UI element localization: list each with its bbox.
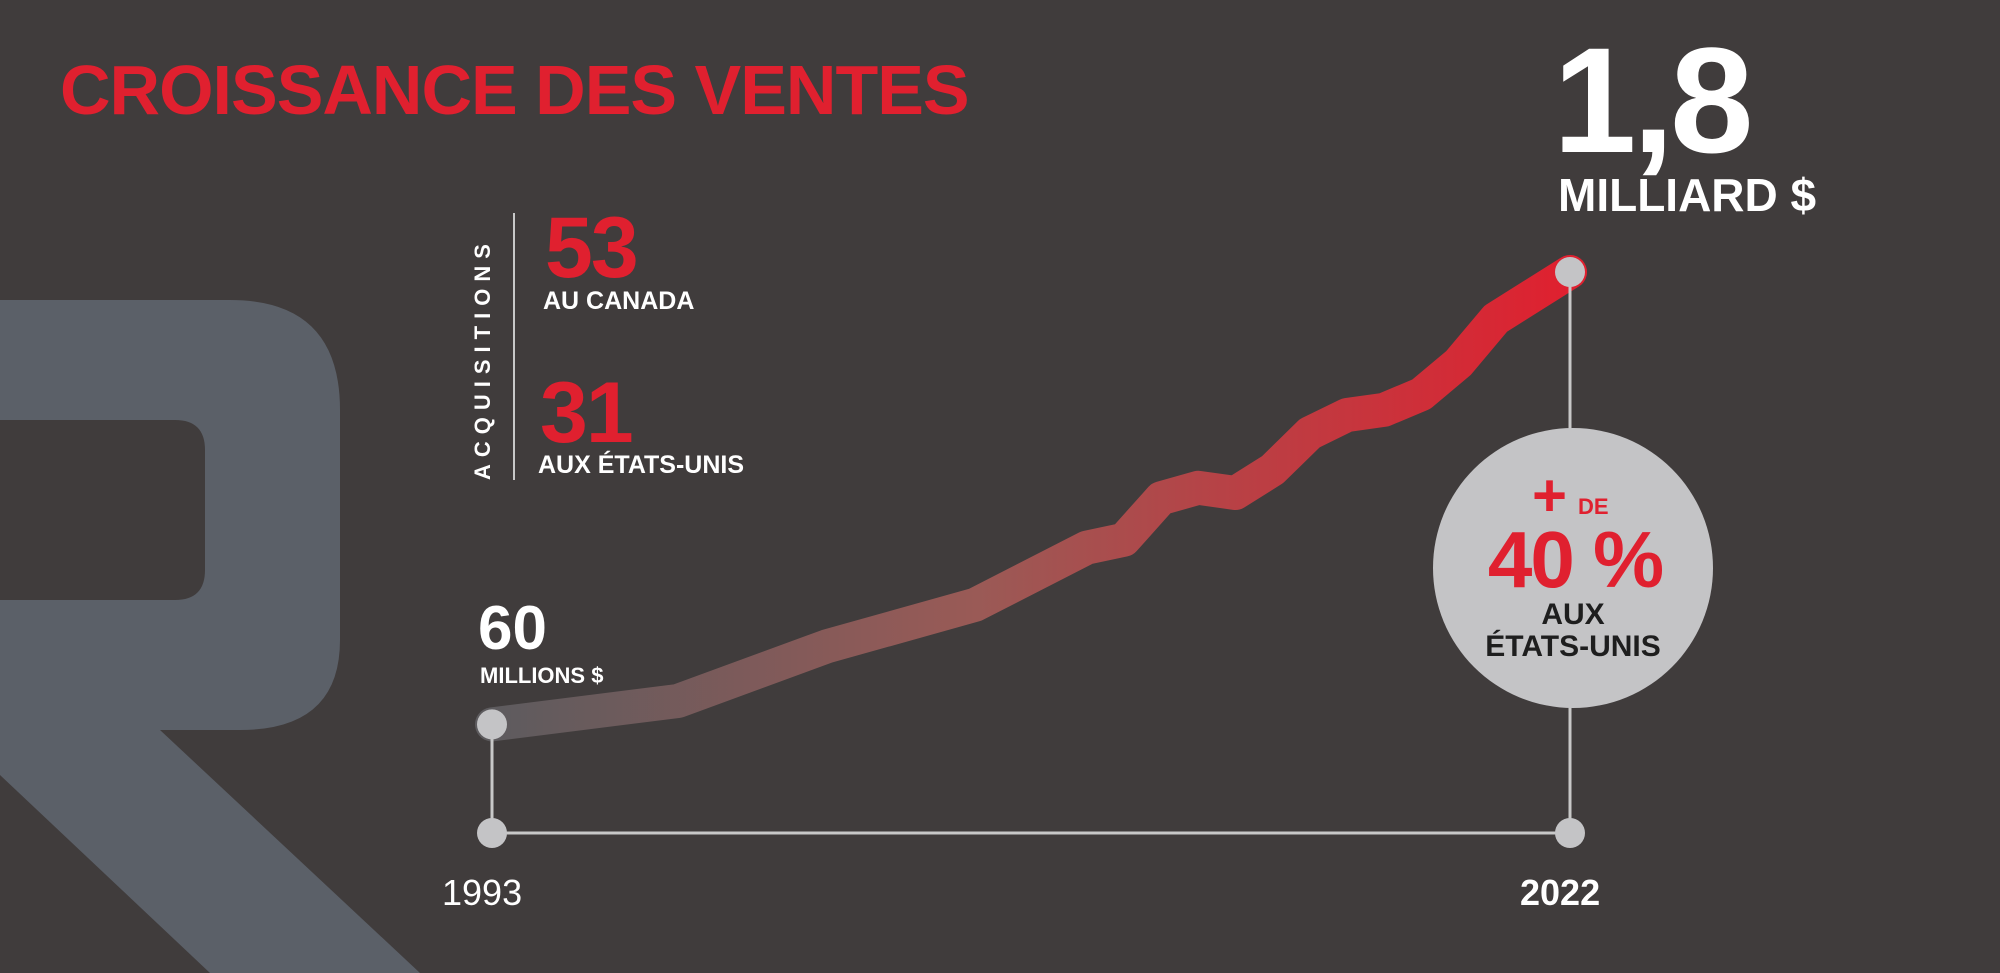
sales-growth-ribbon bbox=[475, 255, 1587, 742]
end-point-marker bbox=[1555, 257, 1585, 287]
data-marks bbox=[477, 257, 1585, 848]
us-share-line2: ÉTATS-UNIS bbox=[1485, 630, 1661, 663]
start-axis-marker bbox=[477, 818, 507, 848]
acquisitions-divider bbox=[513, 213, 515, 480]
end-axis-marker bbox=[1555, 818, 1585, 848]
us-share-percent: 40 % bbox=[1487, 515, 1664, 604]
end-sales-unit: MILLIARD $ bbox=[1558, 169, 1817, 221]
chart-title: CROISSANCE DES VENTES bbox=[60, 51, 970, 129]
us-share-plus: + bbox=[1532, 462, 1568, 529]
x-tick-end-year: 2022 bbox=[1520, 872, 1601, 913]
acquisitions-canada-count: 53 bbox=[545, 200, 639, 296]
us-share-line1: AUX bbox=[1541, 598, 1605, 631]
start-point-marker bbox=[477, 709, 507, 740]
start-sales-unit: MILLIONS $ bbox=[480, 663, 604, 688]
us-share-de: DE bbox=[1578, 494, 1609, 519]
r-logo-watermark bbox=[0, 300, 420, 973]
us-share-bubble bbox=[1433, 428, 1713, 708]
start-sales-value: 60 bbox=[478, 594, 547, 663]
sales-series-line bbox=[475, 255, 1587, 742]
end-sales-value: 1,8 bbox=[1553, 16, 1754, 184]
acquisitions-usa-label: AUX ÉTATS-UNIS bbox=[538, 451, 745, 479]
acquisitions-canada-label: AU CANADA bbox=[543, 287, 695, 315]
acquisitions-label: ACQUISITIONS bbox=[470, 237, 495, 480]
acquisitions-usa-count: 31 bbox=[540, 365, 634, 461]
x-tick-start-year: 1993 bbox=[442, 872, 523, 913]
